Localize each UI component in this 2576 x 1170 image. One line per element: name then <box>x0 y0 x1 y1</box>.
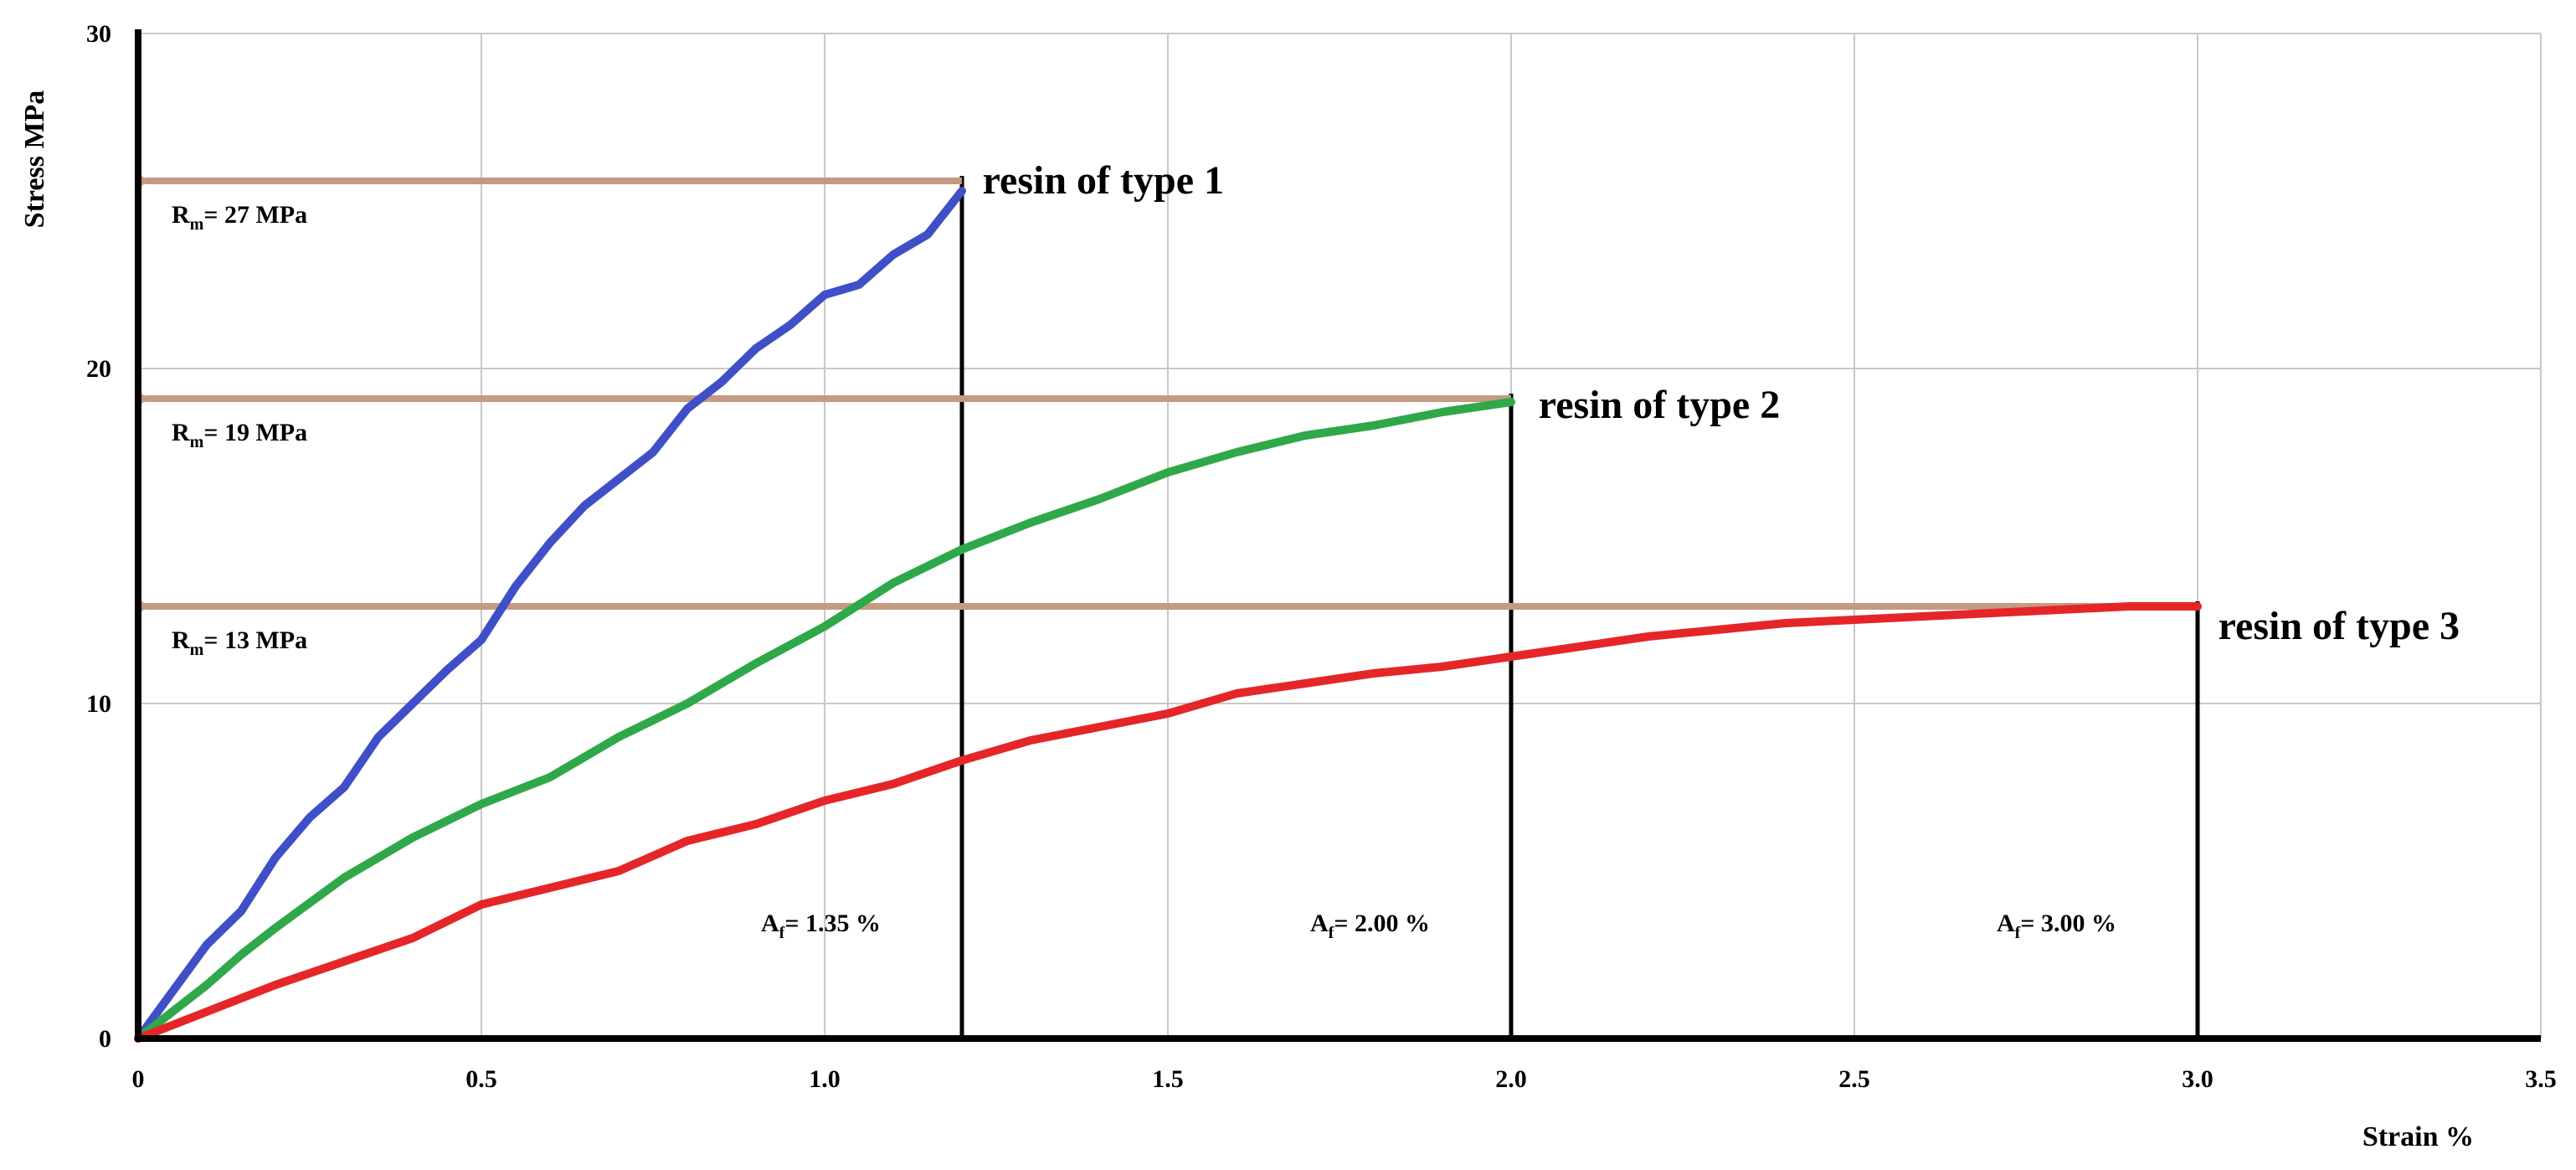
strain-annotation: Af= 1.35 % <box>761 910 881 942</box>
series-label-3: resin of type 3 <box>2219 604 2460 648</box>
chart-text: 0 0.5 1.0 1.5 2.0 2.5 3.0 3.5 0 10 20 30 Strain % Str… <box>19 20 2557 1152</box>
series-line-2 <box>134 398 1515 1043</box>
strain-annotation: Af= 3.00 % <box>1997 910 2116 942</box>
x-axis-title: Strain % <box>2363 1121 2474 1152</box>
axes <box>135 29 2541 1042</box>
strength-annotation: Rm= 13 MPa <box>172 626 307 659</box>
y-tick-label: 0 <box>99 1025 111 1053</box>
series-label-2: resin of type 2 <box>1539 383 1780 427</box>
y-axis-title: Stress MPa <box>19 90 50 229</box>
y-tick-label: 30 <box>86 20 111 48</box>
x-tick-label: 3.5 <box>2525 1065 2557 1093</box>
x-tick-label: 3.0 <box>2182 1065 2214 1093</box>
x-tick-label: 1.5 <box>1152 1065 1184 1093</box>
series-line-3 <box>134 602 2202 1043</box>
x-tick-label: 1.0 <box>809 1065 841 1093</box>
reference-lines <box>145 176 2200 1039</box>
y-tick-label: 20 <box>86 355 111 383</box>
x-tick-label: 0.5 <box>465 1065 497 1093</box>
series-lines <box>134 187 2202 1043</box>
grid-lines <box>138 33 2542 1039</box>
x-tick-label: 2.0 <box>1495 1065 1527 1093</box>
y-tick-label: 10 <box>86 690 111 718</box>
strength-annotation: Rm= 19 MPa <box>172 419 307 451</box>
x-tick-label: 2.5 <box>1838 1065 1870 1093</box>
series-label-1: resin of type 1 <box>983 158 1224 203</box>
strength-annotation: Rm= 27 MPa <box>172 201 307 234</box>
strain-annotation: Af= 2.00 % <box>1310 910 1430 942</box>
series-line-1 <box>134 187 966 1043</box>
x-tick-label: 0 <box>132 1065 145 1093</box>
